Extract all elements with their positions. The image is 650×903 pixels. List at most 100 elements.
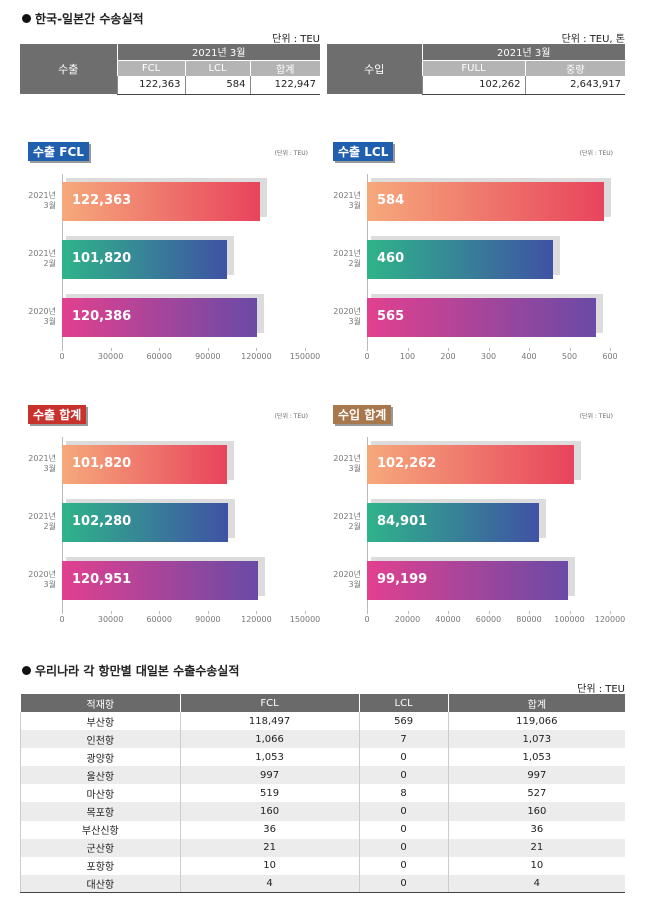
cell: 10 [179, 856, 360, 875]
x-tick-label: 500 [561, 352, 578, 361]
row: 마산항 519 8 527 [20, 784, 625, 803]
section-title: 우리나라 각 항만별 대일본 수출수송실적 [22, 662, 239, 679]
bar [367, 240, 554, 279]
category-label: 2020년 3월 [333, 307, 361, 326]
x-tick-label: 200 [440, 352, 456, 361]
x-tick-label: 90000 [195, 615, 221, 624]
category-label: 2020년 3월 [28, 307, 56, 326]
x-tick-label: 120000 [241, 615, 272, 624]
column: FCL [116, 59, 185, 76]
cell: 광양항 [20, 748, 181, 767]
cell: 0 [358, 874, 449, 894]
tick-mark [448, 611, 449, 614]
cell: 1,053 [447, 748, 625, 767]
tick-mark [407, 611, 409, 614]
x-tick-label: 100 [399, 352, 416, 361]
value-label: 584 [377, 193, 405, 208]
x-tick-label: 150000 [289, 615, 321, 624]
tick-mark [569, 348, 571, 351]
x-tick-label: 0 [364, 352, 370, 361]
cell: 519 [179, 784, 360, 803]
x-tick-label: 0 [364, 615, 370, 624]
category-label: 2021년 3월 [333, 191, 361, 210]
x-tick-label: 60000 [146, 352, 172, 361]
value-label: 565 [377, 309, 405, 324]
cell: 0 [358, 766, 449, 785]
cell: 997 [179, 766, 360, 785]
x-tick-label: 0 [59, 352, 65, 361]
chart-unit: (단위 : TEU) [274, 150, 308, 157]
header-cell: FCL [179, 694, 360, 712]
value-label: 102,280 [72, 514, 132, 529]
label: 수입 [327, 44, 422, 94]
value-label: 460 [377, 251, 405, 266]
period: 2021년 3월 [421, 44, 625, 60]
label: 수출 [20, 44, 117, 94]
cell: 527 [447, 784, 625, 803]
bar [62, 503, 228, 542]
chart: 수출 합계 (단위 : TEU) 0 30000 60000 90000 120000 150… [20, 403, 320, 633]
bar [62, 298, 258, 337]
x-tick-label: 120000 [241, 352, 272, 361]
cell: 160 [447, 802, 625, 821]
value-label: 120,386 [72, 309, 132, 324]
cell: 4 [447, 874, 625, 894]
x-tick-label: 120000 [594, 615, 626, 624]
category-label: 2021년 2월 [333, 249, 361, 268]
tick-mark [529, 611, 530, 614]
chart-unit: (단위 : TEU) [579, 150, 613, 157]
x-tick-label: 80000 [516, 615, 542, 624]
cell: 118,497 [179, 712, 360, 731]
bar [367, 503, 539, 542]
cell: 122,947 [249, 76, 320, 95]
x-tick-label: 60000 [475, 615, 502, 624]
cell: 울산항 [20, 766, 181, 785]
tick-mark [62, 611, 63, 614]
import-table: 수입 2021년 3월 FULL 중량 102,262 2,643,917 [327, 44, 625, 95]
tick-mark [159, 348, 161, 351]
cell: 포항항 [20, 856, 181, 875]
tick-mark [488, 611, 490, 614]
cell: 대산항 [20, 874, 181, 894]
cell: 목포항 [20, 802, 181, 821]
unit: 단위 : TEU [272, 34, 320, 45]
row: 부산항 118,497 569 119,066 [20, 712, 625, 731]
cell: 10 [447, 856, 625, 875]
row: 울산항 997 0 997 [20, 766, 625, 785]
tick-mark [488, 348, 490, 351]
chart-unit: (단위 : TEU) [579, 413, 613, 420]
x-tick-label: 30000 [97, 615, 124, 624]
row: 광양항 1,053 0 1,053 [20, 748, 625, 767]
tick-mark [256, 611, 258, 614]
cell: 부산신항 [20, 820, 181, 839]
bar [62, 445, 227, 484]
x-tick-label: 40000 [435, 615, 461, 624]
chart-unit: (단위 : TEU) [274, 413, 308, 420]
tick-mark [305, 611, 306, 614]
tick-mark [207, 348, 209, 351]
row: 포항항 10 0 10 [20, 856, 625, 875]
value-label: 122,363 [72, 193, 132, 208]
cell: 160 [179, 802, 360, 821]
chart: 수입 합계 (단위 : TEU) 0 20000 40000 60000 80000 1000… [325, 403, 625, 633]
cell: 21 [447, 838, 625, 857]
cell: 7 [358, 730, 449, 749]
cell: 21 [179, 838, 360, 857]
cell: 군산항 [20, 838, 181, 857]
value-label: 101,820 [72, 251, 132, 266]
x-tick-label: 300 [480, 352, 497, 361]
cell: 0 [358, 838, 449, 857]
header-cell: 합계 [447, 694, 625, 712]
chart-title: 수입 합계 [333, 405, 392, 424]
row: 대산항 4 0 4 [20, 874, 625, 894]
cell: 102,262 [421, 76, 525, 95]
cell: 4 [179, 874, 360, 894]
bar [367, 182, 604, 221]
category-label: 2021년 2월 [28, 512, 56, 531]
value-label: 120,951 [72, 572, 132, 587]
tick-mark [62, 348, 63, 351]
cell: 569 [358, 712, 449, 731]
tick-mark [448, 348, 449, 351]
value-label: 84,901 [377, 514, 428, 529]
tick-mark [610, 348, 611, 351]
